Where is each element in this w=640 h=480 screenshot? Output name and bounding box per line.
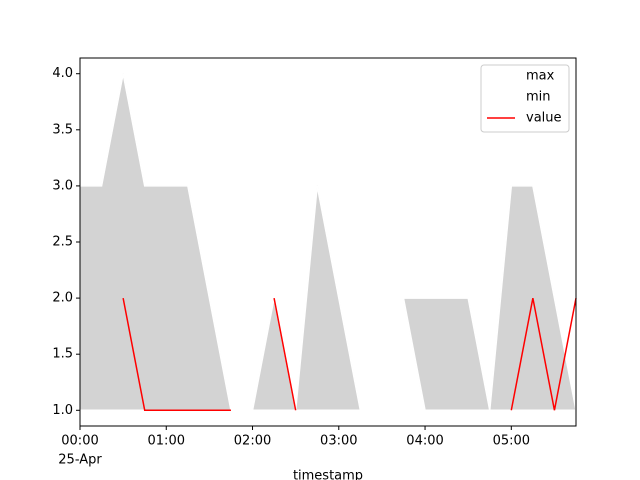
legend-box bbox=[480, 64, 570, 133]
y-tick-label: 2.5 bbox=[52, 235, 73, 250]
x-tick-label: 04:00 bbox=[406, 434, 443, 449]
x-tick-label: 03:00 bbox=[320, 434, 357, 449]
x-tick-label: 05:00 bbox=[493, 434, 530, 449]
y-tick-label: 1.5 bbox=[52, 347, 73, 362]
plot-area bbox=[79, 73, 577, 412]
x-tick-label: 01:00 bbox=[148, 434, 185, 449]
x-tick-label: 00:00 bbox=[61, 434, 98, 449]
y-tick-label: 1.0 bbox=[52, 403, 73, 418]
legend-label: max bbox=[526, 69, 555, 84]
legend-label: value bbox=[526, 111, 562, 126]
x-tick-label: 02:00 bbox=[234, 434, 271, 449]
legend-label: min bbox=[526, 90, 551, 105]
series-line bbox=[122, 297, 577, 412]
legend: max min value bbox=[480, 64, 570, 133]
y-tick-label: 3.0 bbox=[52, 178, 73, 193]
y-tick-label: 2.0 bbox=[52, 291, 73, 306]
x-date-label: 25-Apr bbox=[58, 453, 102, 468]
y-tick-label: 4.0 bbox=[52, 66, 73, 81]
y-tick-label: 3.5 bbox=[52, 122, 73, 137]
series-line bbox=[80, 73, 577, 412]
x-axis-label: timestamp bbox=[293, 469, 363, 480]
